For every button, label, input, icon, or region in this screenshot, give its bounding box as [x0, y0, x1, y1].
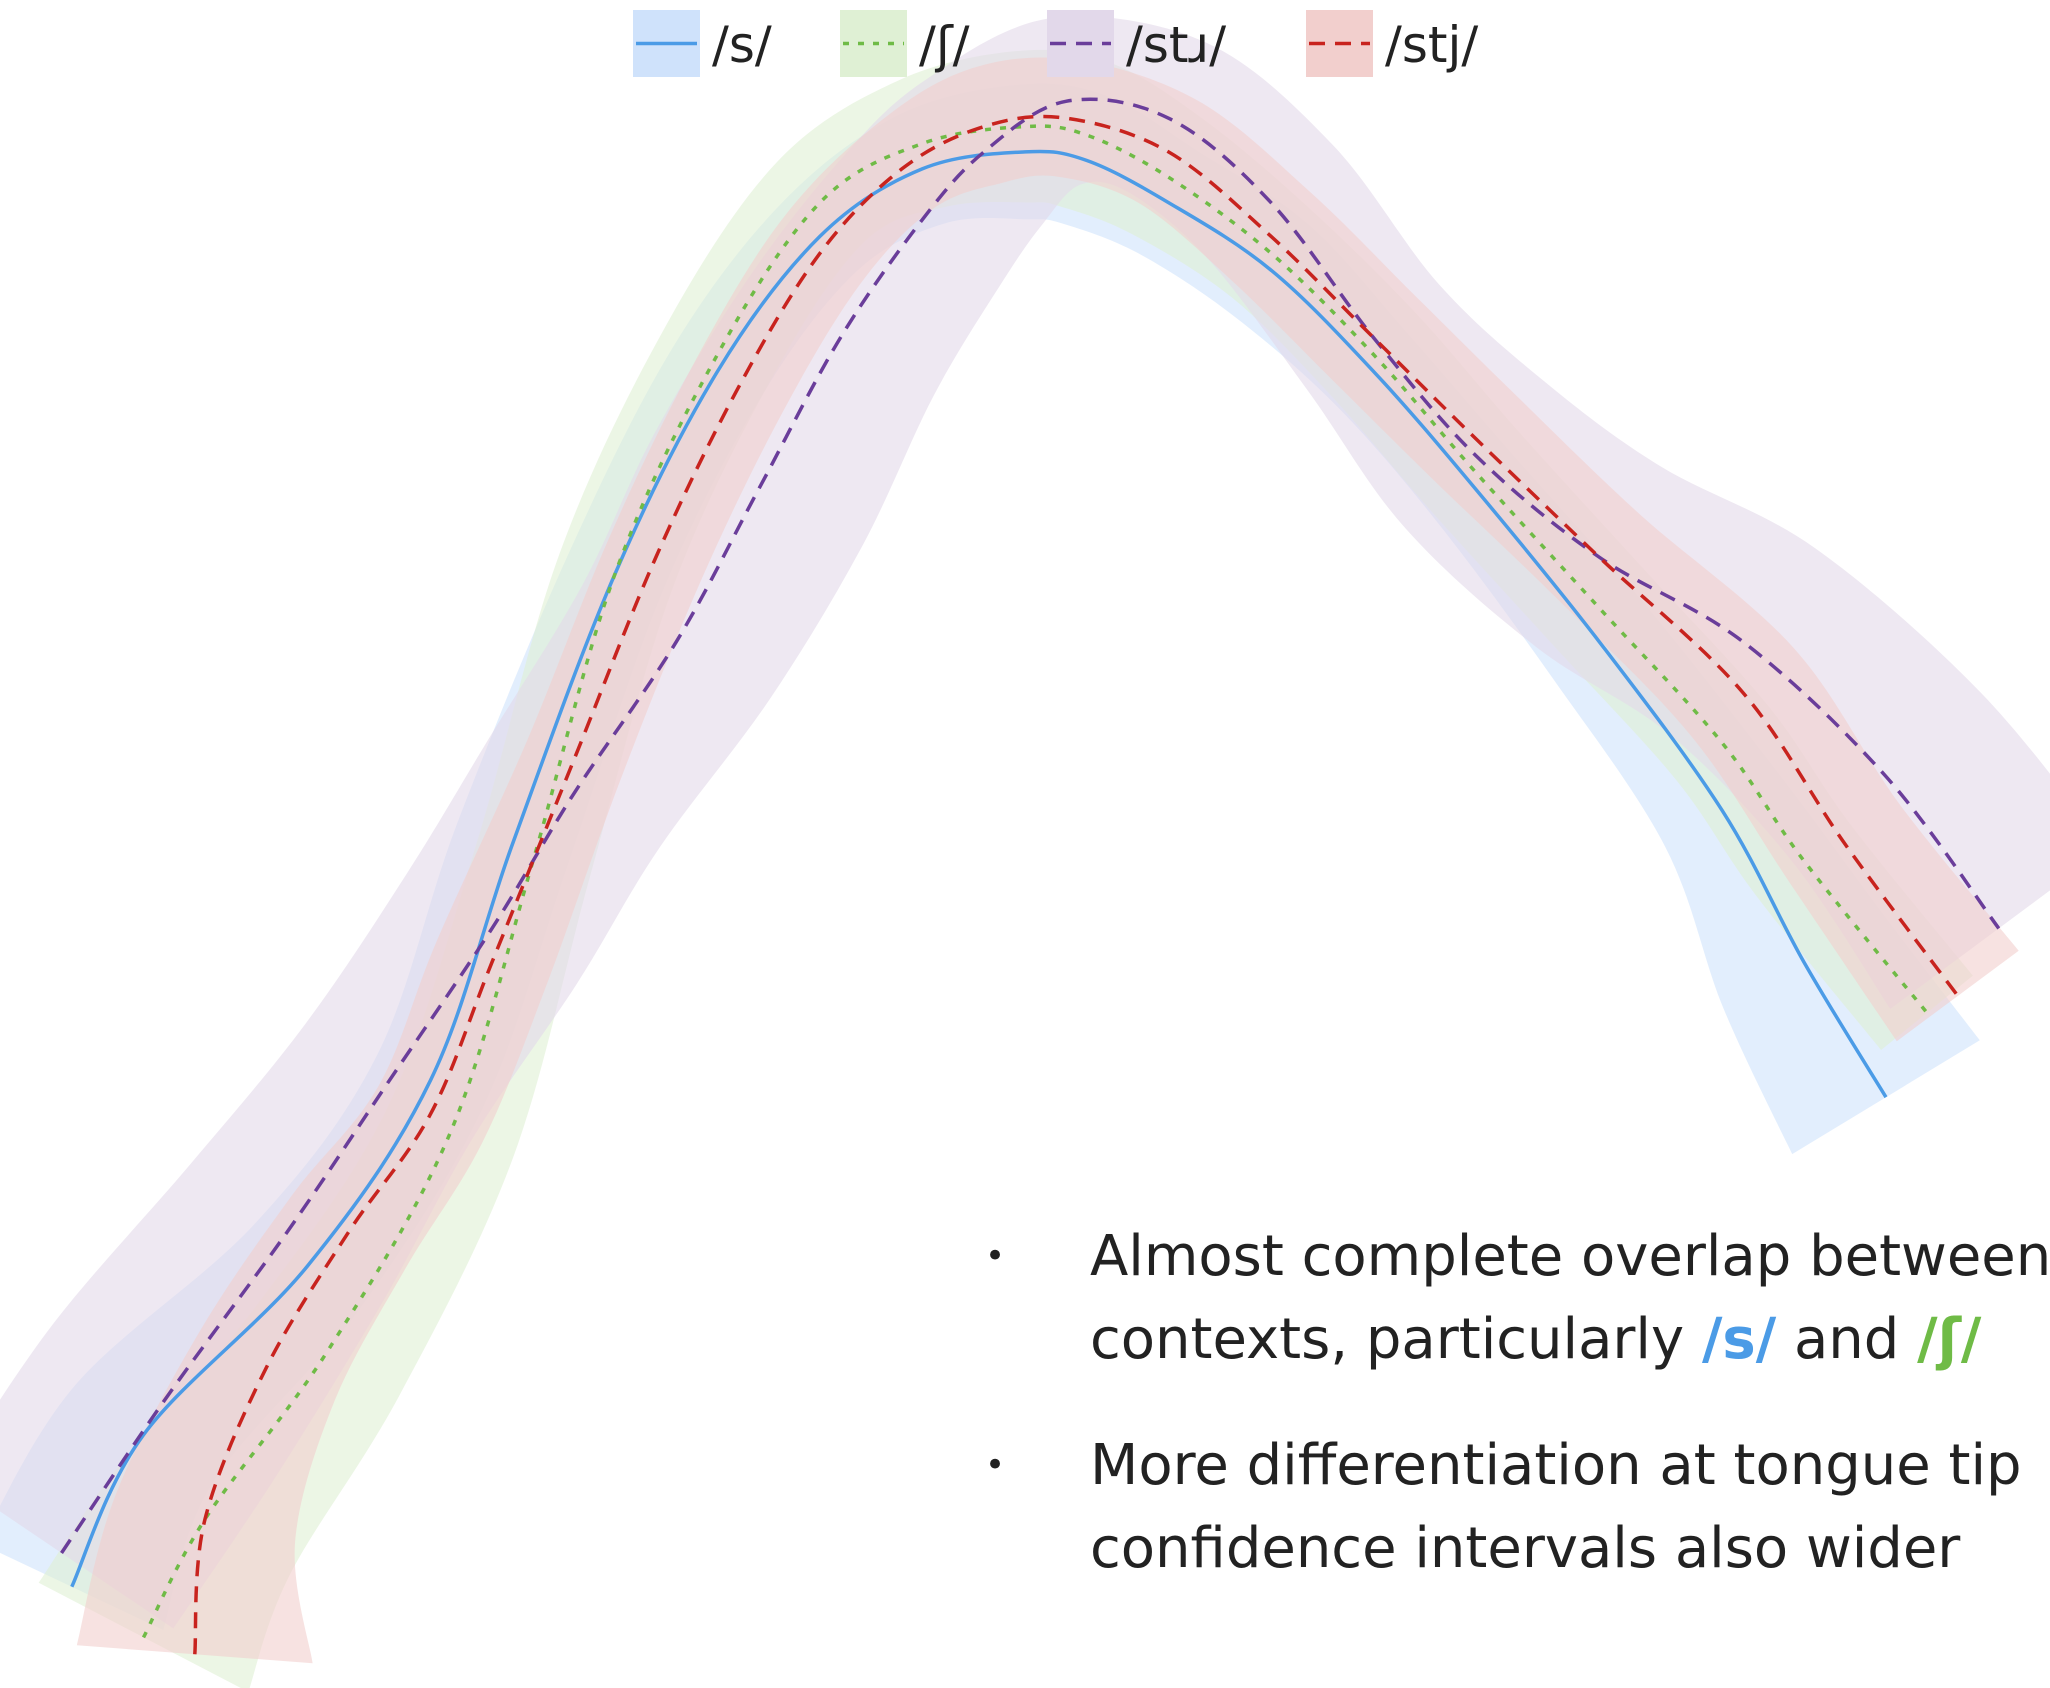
- legend-item-3: /stɹ/: [1047, 10, 1226, 77]
- confidence-bands: [0, 16, 2050, 1688]
- legend-label: /stɹ/: [1126, 16, 1226, 74]
- series-line-2: [141, 124, 1929, 1639]
- finding-item-overlap: • Almost complete overlap between contex…: [985, 1215, 2050, 1381]
- legend-label: /stj/: [1385, 16, 1478, 74]
- series-line-4: [193, 114, 1960, 1655]
- legend-item-4: /stj/: [1306, 10, 1478, 77]
- finding-tip-line1: More differentiation at tongue tip: [1090, 1433, 2022, 1498]
- highlight-s: /s/: [1701, 1307, 1777, 1372]
- legend-label: /ʃ/: [919, 16, 970, 74]
- finding-overlap-line2: contexts, particularly: [1090, 1307, 1702, 1372]
- finding-overlap-line1: Almost complete overlap between: [1090, 1224, 2050, 1289]
- findings-list: • Almost complete overlap between contex…: [985, 1215, 2050, 1590]
- legend-item-1: /s/: [633, 10, 772, 77]
- finding-item-tip: • More differentiation at tongue tip con…: [985, 1424, 2050, 1590]
- finding-overlap-and: and: [1776, 1307, 1918, 1372]
- ci-band-4: [76, 57, 2019, 1664]
- highlight-sh: /ʃ/: [1917, 1307, 1982, 1372]
- legend: /s/ /ʃ/ /stɹ/ /stj/: [633, 10, 1478, 77]
- finding-tip-line2: confidence intervals also wider: [1090, 1516, 1961, 1581]
- bullet-icon: •: [985, 1445, 1006, 1485]
- bullet-icon: •: [985, 1236, 1006, 1276]
- legend-item-2: /ʃ/: [840, 10, 970, 77]
- legend-label: /s/: [712, 16, 772, 74]
- series-line-3: [60, 97, 2001, 1554]
- series-line-1: [70, 149, 1888, 1588]
- series-lines: [60, 97, 2001, 1655]
